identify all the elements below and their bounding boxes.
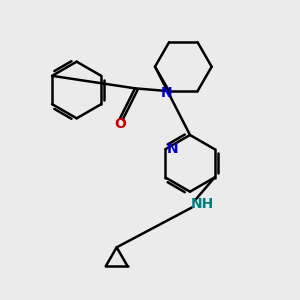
Text: O: O xyxy=(115,117,127,131)
Text: N: N xyxy=(166,142,178,156)
Text: NH: NH xyxy=(191,196,214,211)
Text: N: N xyxy=(161,86,172,100)
